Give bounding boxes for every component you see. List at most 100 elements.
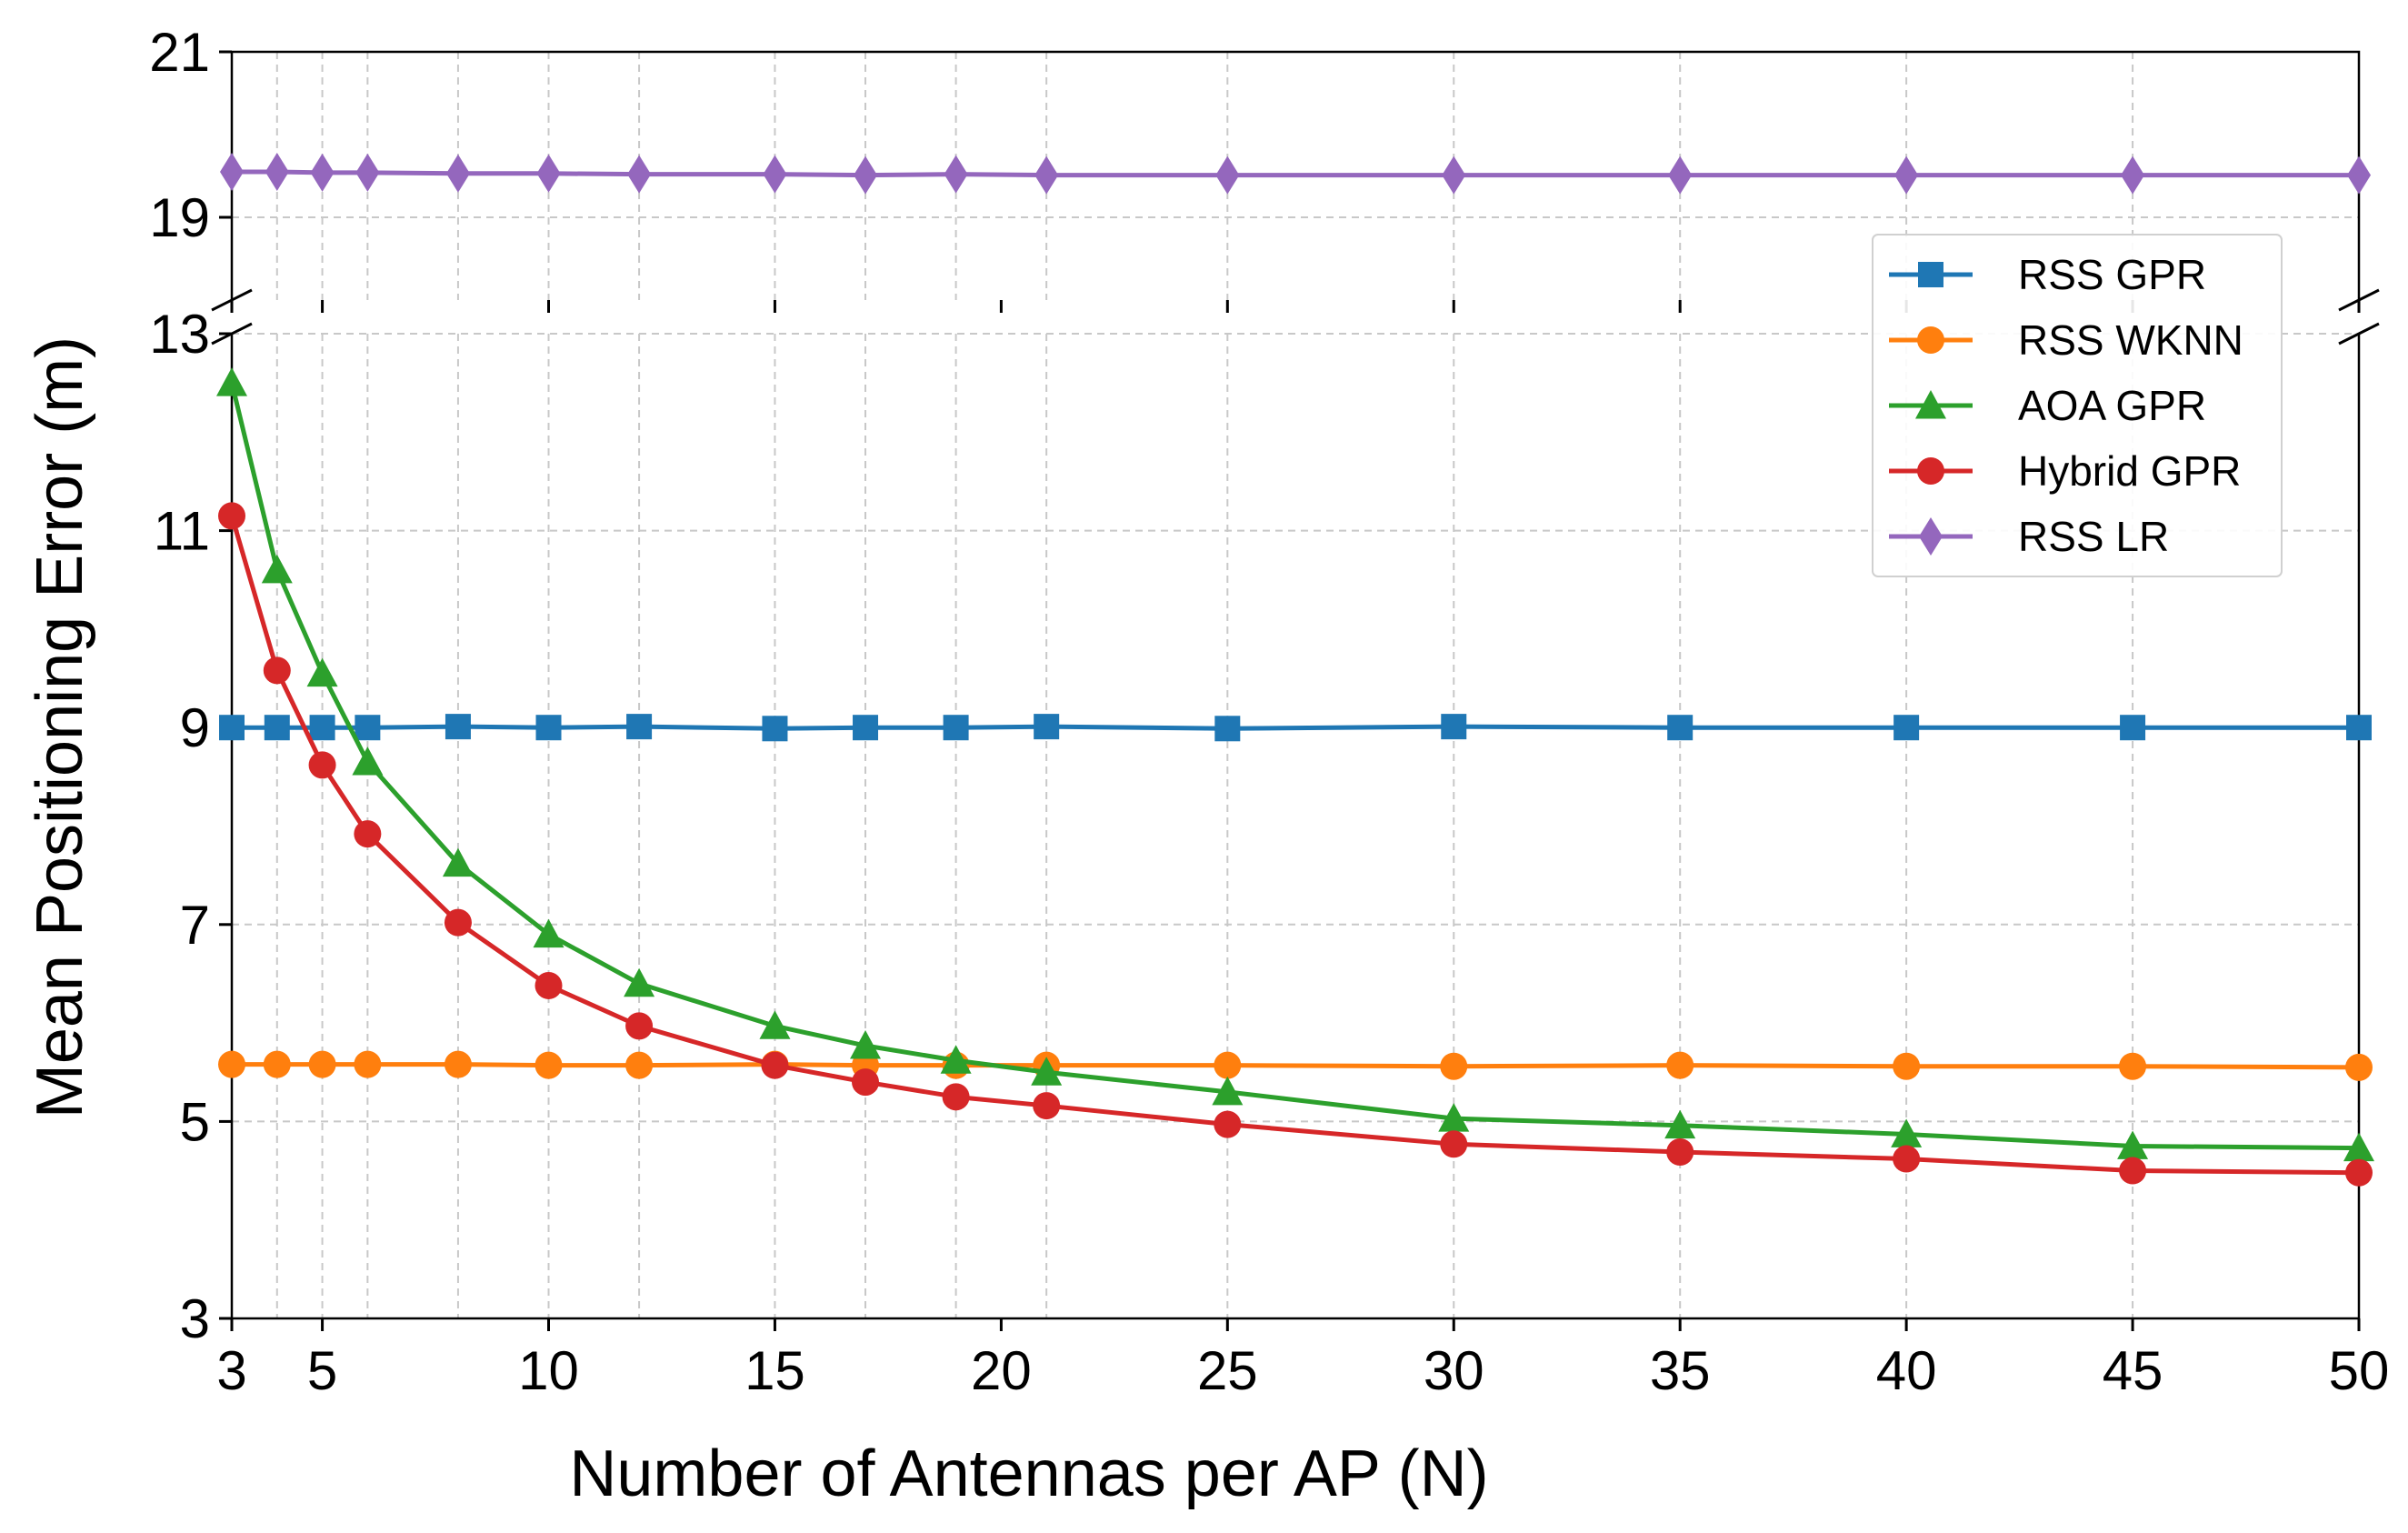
x-tick-label: 45 [2103,1340,2163,1401]
data-point [942,1083,970,1111]
data-point [1214,716,1241,742]
data-point [625,1012,654,1040]
y-tick-label: 5 [180,1091,210,1152]
data-point [2120,715,2146,741]
data-point [535,1051,563,1079]
data-point [852,1068,880,1097]
series-aoa-gpr [216,367,2374,1162]
data-point [944,155,968,194]
data-point [761,1051,789,1079]
data-point [1034,714,1060,740]
axis-break-mark [211,288,253,312]
series-layer [216,152,2374,1187]
legend-label: RSS WKNN [2018,316,2243,364]
data-point [2117,1130,2149,1159]
data-point [2119,1157,2147,1185]
data-point [1668,155,1693,195]
data-point [536,154,561,193]
data-point [1438,1103,1470,1132]
y-tick-label: 13 [149,304,210,365]
x-tick-label: 10 [518,1340,579,1401]
x-tick-label: 3 [216,1340,246,1401]
data-point [2345,1053,2373,1081]
data-point [1214,1051,1242,1079]
data-point [1031,1057,1063,1086]
data-point [2121,155,2145,195]
data-point [264,715,290,741]
data-point [940,1045,972,1074]
legend-entry: RSS WKNN [1889,316,2243,364]
data-point [1893,1052,1921,1080]
x-tick-label: 5 [307,1340,337,1401]
x-tick-label: 20 [971,1340,1032,1401]
data-point [216,367,247,396]
data-point [1893,715,1920,741]
x-tick-label: 30 [1424,1340,1484,1401]
series-hybrid-gpr [218,502,2373,1187]
data-point [533,918,565,948]
data-point [355,715,381,741]
data-point [1215,155,1240,195]
data-point [2343,1132,2374,1162]
data-point [1034,155,1059,195]
legend-marker [1917,326,1944,354]
data-point [1214,1110,1242,1138]
data-point [1666,1051,1694,1079]
x-tick-label: 25 [1197,1340,1258,1401]
data-point [625,1051,654,1079]
legend-marker [1918,262,1943,287]
data-point [763,155,787,194]
data-point [1440,1130,1468,1158]
data-point [1893,1145,1921,1173]
axis-break-marks [211,288,2380,346]
x-tick-label: 50 [2329,1340,2390,1401]
data-point [1212,1076,1244,1106]
data-point [854,155,878,195]
data-point [850,1030,882,1059]
legend-marker [1919,517,1943,556]
series-rss-lr [220,152,2371,195]
data-point [1033,1092,1061,1120]
data-point [2346,715,2372,741]
data-point [354,1050,382,1078]
y-tick-label: 7 [180,895,210,956]
data-point [624,967,655,997]
y-axis-title: Mean Positioning Error (m) [24,336,96,1118]
x-tick-label: 15 [744,1340,805,1401]
legend-entry: RSS LR [1889,513,2169,560]
legend-box [1872,234,2283,577]
data-point [308,1050,336,1078]
legend-label: RSS GPR [2018,251,2206,298]
data-point [265,152,289,191]
y-tick-label: 19 [149,187,210,248]
axis-break-mark [2338,288,2380,312]
y-tick-label: 11 [154,501,210,562]
data-point [1441,714,1467,740]
data-point [1891,1118,1923,1147]
legend-entry: Hybrid GPR [1889,447,2241,495]
legend-entry: AOA GPR [1889,382,2206,429]
data-point [445,714,471,740]
data-point [354,820,382,848]
data-point [218,502,245,530]
data-point [1894,155,1919,195]
data-point [627,155,652,194]
data-point [853,715,879,741]
y-tick-label: 3 [180,1288,210,1349]
data-point [261,554,293,584]
data-point [1664,1109,1696,1139]
data-point [759,1010,791,1039]
data-point [2345,1158,2373,1187]
data-point [444,908,472,937]
data-point [535,971,563,999]
data-point [263,1050,291,1078]
data-point [943,715,969,741]
data-point [762,716,788,742]
y-tick-label: 9 [180,697,210,758]
axis-break-mark [2338,322,2380,346]
data-point [218,1050,245,1078]
legend-marker [1917,457,1944,485]
lower-frame [230,334,2361,1320]
data-point [310,153,335,192]
